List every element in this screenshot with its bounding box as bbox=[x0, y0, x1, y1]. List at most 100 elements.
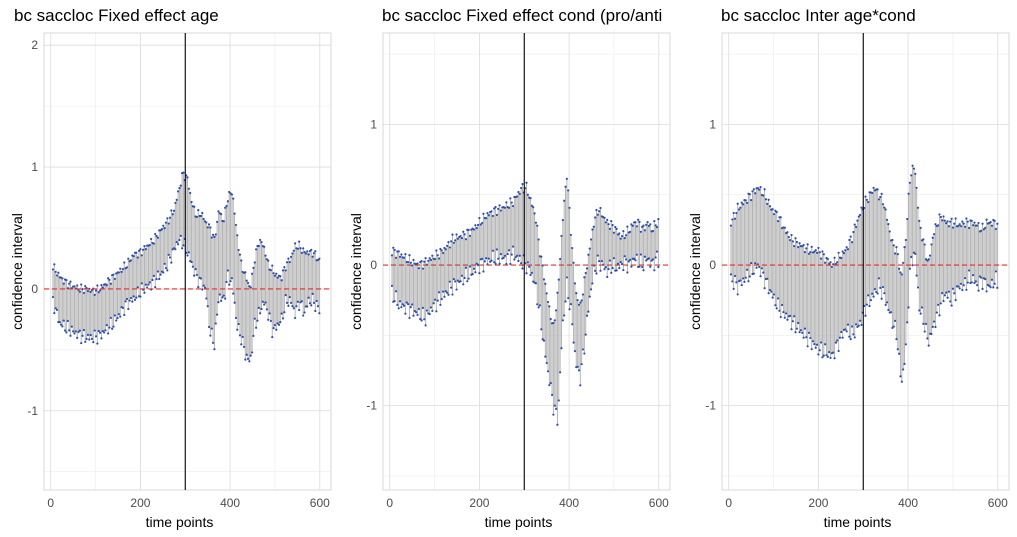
ci-lower-point bbox=[639, 253, 642, 256]
x-tick-label: 200 bbox=[808, 496, 828, 510]
ci-lower-point bbox=[615, 269, 618, 272]
ci-upper-point bbox=[57, 271, 60, 274]
ci-lower-point bbox=[853, 336, 856, 339]
ci-upper-point bbox=[579, 301, 582, 304]
ci-lower-point bbox=[815, 343, 819, 346]
ci-upper-point bbox=[81, 288, 84, 291]
ci-lower-point bbox=[497, 257, 500, 260]
ci-lower-point bbox=[80, 341, 83, 345]
ci-lower-point bbox=[564, 300, 567, 303]
ci-upper-point bbox=[244, 271, 247, 274]
y-tick-label: 1 bbox=[31, 160, 38, 174]
ci-lower-point bbox=[478, 272, 481, 275]
ci-lower-point bbox=[263, 303, 266, 306]
ci-lower-point bbox=[840, 330, 843, 334]
ci-lower-point bbox=[947, 290, 951, 293]
ci-upper-point bbox=[143, 245, 146, 248]
ci-lower-point bbox=[217, 301, 220, 304]
ci-lower-point bbox=[729, 273, 733, 276]
ci-upper-point bbox=[647, 224, 651, 228]
ci-upper-point bbox=[474, 224, 477, 227]
ci-upper-point bbox=[497, 207, 500, 211]
ci-lower-point bbox=[498, 262, 501, 265]
ci-upper-point bbox=[795, 240, 798, 244]
ci-lower-point bbox=[837, 349, 840, 353]
ci-upper-point bbox=[283, 266, 286, 269]
ci-upper-point bbox=[248, 285, 251, 288]
ci-upper-point bbox=[919, 226, 922, 229]
ci-upper-point bbox=[246, 281, 250, 285]
ci-upper-point bbox=[759, 186, 762, 189]
ci-upper-point bbox=[486, 212, 489, 215]
ci-upper-point bbox=[166, 217, 169, 220]
ci-lower-point bbox=[896, 348, 899, 351]
ci-upper-point bbox=[135, 251, 138, 254]
ci-lower-point bbox=[117, 313, 120, 316]
ci-lower-point bbox=[873, 288, 877, 291]
ci-upper-point bbox=[190, 200, 193, 204]
ci-lower-point bbox=[159, 273, 162, 276]
ci-lower-point bbox=[534, 282, 538, 285]
ci-lower-point bbox=[207, 325, 211, 329]
ci-lower-point bbox=[849, 338, 852, 341]
ci-lower-point bbox=[824, 343, 827, 346]
ci-lower-point bbox=[152, 274, 155, 277]
ci-upper-point bbox=[94, 289, 98, 292]
ci-lower-point bbox=[431, 309, 434, 313]
ci-upper-point bbox=[787, 235, 790, 239]
ci-lower-point bbox=[794, 331, 797, 334]
ci-upper-point bbox=[281, 269, 285, 272]
ci-upper-point bbox=[903, 246, 906, 249]
ci-lower-point bbox=[517, 259, 520, 263]
ci-upper-point bbox=[771, 208, 774, 211]
ci-lower-point bbox=[876, 292, 879, 295]
ci-lower-point bbox=[85, 337, 88, 341]
ci-lower-point bbox=[265, 308, 268, 311]
ci-lower-point bbox=[807, 331, 811, 334]
ci-upper-point bbox=[495, 213, 499, 217]
ci-upper-point bbox=[822, 253, 825, 256]
ci-upper-point bbox=[451, 233, 454, 236]
ci-lower-point bbox=[541, 338, 544, 341]
ci-lower-point bbox=[468, 265, 472, 268]
ci-upper-point bbox=[132, 255, 135, 258]
x-axis-label: time points bbox=[146, 514, 214, 530]
ci-lower-point bbox=[123, 313, 126, 317]
ci-lower-point bbox=[931, 325, 934, 328]
ci-lower-point bbox=[121, 306, 125, 309]
ci-upper-point bbox=[729, 224, 733, 227]
ci-lower-point bbox=[104, 329, 107, 332]
ci-upper-point bbox=[105, 284, 108, 287]
ci-lower-point bbox=[311, 292, 314, 295]
chart-plot-age: 0 200 400 600 -1 0 1 2 time points confidence int… bbox=[9, 32, 332, 530]
ci-upper-point bbox=[178, 187, 181, 190]
ci-upper-point bbox=[228, 190, 231, 194]
ci-upper-point bbox=[250, 272, 254, 275]
x-tick-label: 400 bbox=[898, 496, 918, 510]
ci-upper-point bbox=[776, 219, 780, 223]
ci-upper-point bbox=[768, 205, 772, 208]
ci-upper-point bbox=[460, 237, 464, 240]
ci-lower-point bbox=[620, 262, 624, 266]
ci-lower-point bbox=[84, 340, 87, 343]
ci-lower-point bbox=[801, 331, 804, 335]
ci-lower-point bbox=[560, 347, 563, 350]
ci-lower-point bbox=[105, 323, 108, 327]
ci-upper-point bbox=[78, 290, 81, 293]
ci-upper-point bbox=[280, 279, 283, 282]
ci-lower-point bbox=[275, 328, 278, 331]
ci-upper-point bbox=[162, 224, 165, 227]
ci-lower-point bbox=[436, 299, 439, 302]
ci-lower-point bbox=[495, 248, 499, 251]
ci-upper-point bbox=[456, 237, 459, 240]
ci-lower-point bbox=[246, 357, 250, 360]
ci-upper-point bbox=[220, 213, 223, 216]
ci-lower-point bbox=[623, 255, 626, 258]
ci-lower-point bbox=[608, 259, 612, 262]
ci-upper-point bbox=[490, 210, 493, 213]
ci-upper-point bbox=[818, 251, 821, 254]
ci-lower-point bbox=[525, 272, 528, 275]
ci-upper-point bbox=[421, 267, 425, 270]
ci-upper-point bbox=[596, 213, 599, 216]
ci-lower-point bbox=[922, 322, 925, 325]
